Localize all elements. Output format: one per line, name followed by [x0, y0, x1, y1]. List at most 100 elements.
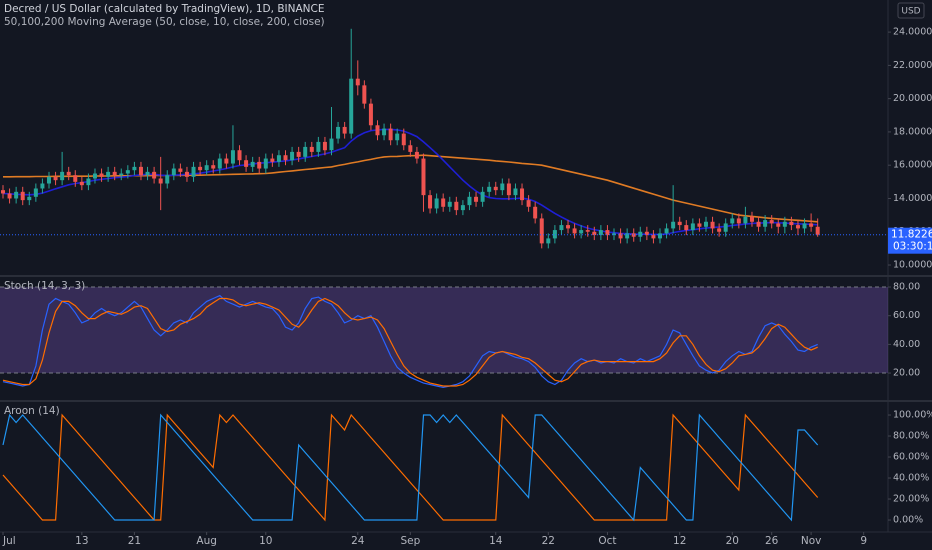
chart-title: Decred / US Dollar (calculated by Tradin…: [4, 3, 324, 15]
candle-body: [349, 78, 354, 134]
candle-body: [441, 198, 446, 207]
x-tick-label: Nov: [801, 535, 822, 547]
pane-title: Stoch (14, 3, 3): [4, 280, 85, 292]
indicator-line: [2, 413, 819, 522]
y-tick-label: 20.00: [893, 368, 920, 379]
candle-body: [237, 150, 242, 161]
x-tick-label: Jul: [2, 535, 16, 547]
x-tick-label: 24: [351, 535, 365, 547]
candle-body: [684, 225, 689, 231]
x-tick-label: 20: [726, 535, 739, 547]
candle-body: [460, 205, 465, 211]
indicator-line: [2, 297, 818, 387]
x-tick-label: 12: [673, 535, 686, 547]
candle-body: [539, 218, 544, 244]
countdown-label: 03:30:12: [893, 241, 932, 253]
candle-body: [14, 191, 19, 199]
x-tick-label: 26: [765, 535, 779, 547]
candle-body: [520, 188, 525, 201]
candle-body: [710, 221, 715, 229]
candle-body: [480, 191, 485, 202]
candle-body: [651, 235, 656, 239]
x-tick-label: 22: [542, 535, 555, 547]
candle-body: [585, 230, 590, 232]
indicator-line: [2, 413, 819, 522]
candle-body: [434, 198, 439, 209]
candle-body: [454, 201, 459, 211]
candle-body: [487, 186, 492, 192]
candle-body: [572, 228, 577, 234]
last-price-label: 11.822656: [891, 229, 932, 241]
candle-body: [27, 196, 32, 201]
candle-body: [178, 168, 183, 172]
currency[interactable]: USD: [901, 7, 920, 17]
candle-body: [382, 128, 387, 136]
candle-body: [276, 155, 281, 162]
candle-body: [677, 221, 682, 226]
candle-body: [296, 151, 301, 157]
y-tick-label: 24.000000: [893, 27, 932, 38]
currency-button[interactable]: [897, 2, 925, 19]
candle-body: [92, 173, 97, 179]
candle-body: [191, 166, 196, 177]
candle-body: [283, 155, 288, 161]
candle-body: [664, 228, 669, 234]
candle-body: [474, 196, 479, 202]
candle-body: [421, 158, 426, 196]
y-tick-label: 100.00%: [893, 410, 932, 421]
y-tick-label: 20.00%: [893, 494, 929, 505]
y-tick-label: 60.00: [893, 310, 920, 321]
candle-body: [79, 181, 84, 186]
candle-body: [145, 171, 150, 176]
candle-body: [46, 176, 51, 184]
candle-body: [40, 183, 45, 189]
candle-body: [802, 223, 807, 229]
y-tick-label: 18.000000: [893, 126, 932, 137]
y-tick-label: 20.000000: [893, 93, 932, 104]
candle-body: [506, 183, 511, 196]
candle-body: [152, 171, 157, 179]
candle-body: [184, 171, 189, 177]
candle-body: [132, 166, 137, 171]
candle-body: [447, 201, 452, 207]
candle-body: [60, 171, 65, 181]
candle-body: [717, 228, 722, 232]
y-tick-label: 16.000000: [893, 160, 932, 171]
candle-body: [86, 178, 91, 186]
candle-body: [171, 168, 176, 176]
candle-body: [723, 223, 728, 232]
candle-body: [605, 230, 610, 236]
candle-body: [125, 170, 130, 174]
candle-body: [769, 220, 774, 224]
x-tick-label: Oct: [598, 535, 616, 547]
candle-body: [230, 150, 235, 164]
candle-body: [362, 85, 367, 104]
candle-body: [749, 216, 754, 222]
y-tick-label: 80.00%: [893, 431, 929, 442]
candle-body: [579, 230, 584, 234]
candle-body: [119, 173, 124, 176]
candle-body: [513, 188, 518, 196]
candle-body: [342, 126, 347, 134]
candle-body: [112, 171, 117, 176]
candle-body: [697, 223, 702, 227]
candle-body: [612, 233, 617, 236]
y-tick-label: 60.00%: [893, 452, 929, 463]
candle-body: [644, 231, 649, 236]
indicator-line: [2, 294, 818, 389]
candle-body: [329, 138, 334, 151]
candle-body: [566, 225, 571, 229]
candle-body: [533, 206, 538, 219]
candle-body: [290, 151, 295, 161]
candle-body: [658, 233, 662, 239]
candle-body: [546, 238, 551, 244]
candle-body: [428, 195, 433, 209]
candle-body: [559, 225, 564, 231]
candle-body: [165, 175, 170, 184]
candle-body: [257, 161, 262, 169]
candle-body: [782, 221, 787, 227]
candle-body: [250, 161, 255, 167]
candle-body: [53, 176, 58, 181]
indicator-legend: 50,100,200 Moving Average (50, close, 10…: [4, 16, 325, 28]
